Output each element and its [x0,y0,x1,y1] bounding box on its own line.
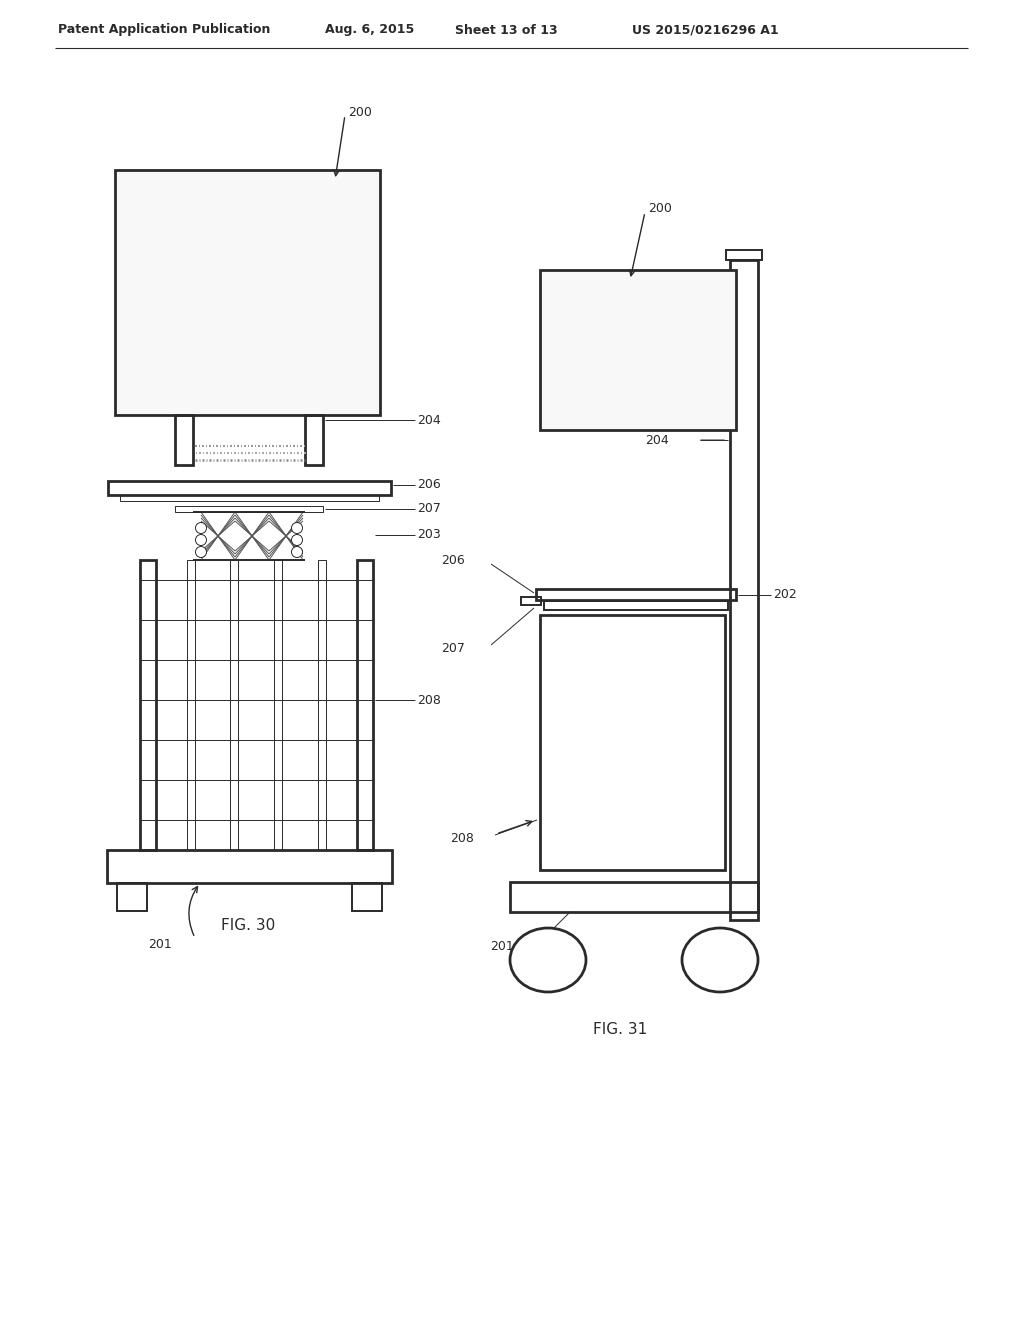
Text: Aug. 6, 2015: Aug. 6, 2015 [325,24,415,37]
Bar [726,249,762,260]
Bar [230,560,238,850]
Text: 200: 200 [348,106,372,119]
Circle shape [196,546,207,557]
Text: 204: 204 [645,433,669,446]
Bar [106,850,392,883]
Text: 207: 207 [417,503,441,516]
Bar [117,883,147,911]
Bar [305,414,323,465]
Circle shape [292,546,302,557]
Bar [544,601,728,610]
Text: Patent Application Publication: Patent Application Publication [58,24,270,37]
Text: 207: 207 [441,642,465,655]
Text: US 2015/0216296 A1: US 2015/0216296 A1 [632,24,778,37]
Bar [274,560,282,850]
Bar [730,260,758,920]
Text: 202: 202 [773,589,797,602]
Circle shape [292,535,302,545]
Text: 208: 208 [450,832,474,845]
Bar [510,882,758,912]
Bar [521,597,541,605]
Bar [352,883,382,911]
Text: 203: 203 [417,528,440,541]
Text: 208: 208 [417,693,441,706]
Text: 201: 201 [148,939,172,952]
Bar [175,414,193,465]
Text: 206: 206 [441,554,465,568]
Bar [120,495,379,502]
Bar [540,271,736,430]
Text: 201: 201 [490,940,514,953]
Bar [318,560,326,850]
Circle shape [196,535,207,545]
Bar [540,615,725,870]
Bar [187,560,195,850]
Ellipse shape [682,928,758,993]
Text: 204: 204 [417,413,440,426]
Bar [140,560,156,850]
Text: 200: 200 [648,202,672,214]
Ellipse shape [510,928,586,993]
Bar [536,589,736,601]
Circle shape [292,523,302,533]
Bar [357,560,373,850]
Bar [115,170,380,414]
Bar [175,506,323,512]
Text: FIG. 31: FIG. 31 [593,1023,647,1038]
Bar [108,480,391,495]
Circle shape [196,523,207,533]
Text: Sheet 13 of 13: Sheet 13 of 13 [455,24,558,37]
Text: 206: 206 [417,479,440,491]
Text: FIG. 30: FIG. 30 [221,917,275,932]
